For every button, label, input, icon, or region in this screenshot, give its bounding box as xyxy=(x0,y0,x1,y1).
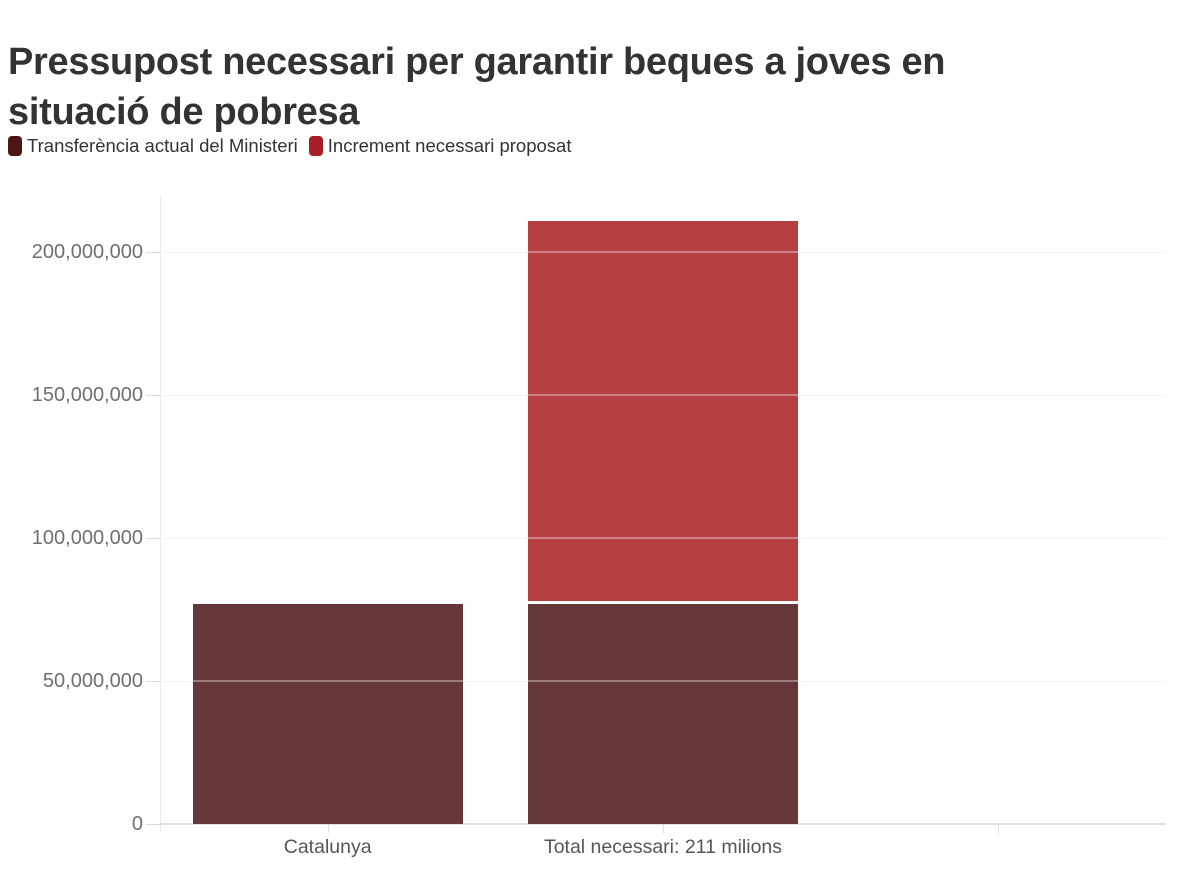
y-axis-tick xyxy=(146,538,160,539)
y-axis-label: 100,000,000 xyxy=(31,527,143,549)
y-axis-line xyxy=(160,195,161,833)
bar-segment-catalunya-series-0[interactable] xyxy=(192,603,463,824)
gridline-overlay xyxy=(160,537,1166,539)
x-axis-tick xyxy=(327,824,329,833)
legend-item-label: Transferència actual del Ministeri xyxy=(27,135,298,156)
chart-title-line-2: situació de pobresa xyxy=(8,91,360,134)
gridline-overlay xyxy=(160,680,1166,682)
legend-swatch-icon xyxy=(8,136,22,156)
y-axis-tick xyxy=(146,681,160,682)
chart-title: Pressupost necessari per garantir beques… xyxy=(8,37,946,137)
x-axis-label-catalunya: Catalunya xyxy=(283,836,372,858)
y-axis-tick xyxy=(146,824,160,825)
x-axis-tick xyxy=(998,824,1000,833)
legend: Transferència actual del Ministeri Increm… xyxy=(8,135,571,157)
legend-swatch-icon xyxy=(308,136,323,156)
legend-item-1: Increment necessari proposat xyxy=(308,135,572,157)
x-axis-label-total: Total necessari: 211 milions xyxy=(543,836,783,858)
x-axis-tick xyxy=(663,824,664,833)
bar-segment-total-series-1[interactable] xyxy=(528,220,798,604)
chart-title-line-1: Pressupost necessari per garantir beques… xyxy=(8,41,946,84)
gridline-overlay xyxy=(160,251,1166,253)
y-axis-label: 150,000,000 xyxy=(31,384,143,406)
bar-segment-total-series-0[interactable] xyxy=(528,603,798,824)
y-axis-label: 50,000,000 xyxy=(42,670,143,692)
legend-item-label: Increment necessari proposat xyxy=(327,135,572,156)
y-axis-tick xyxy=(146,395,160,396)
y-axis-label: 200,000,000 xyxy=(31,241,143,263)
legend-item-0: Transferència actual del Ministeri xyxy=(8,135,298,157)
y-axis-label: 0 xyxy=(131,813,143,835)
y-axis-tick xyxy=(146,252,160,253)
gridline-overlay xyxy=(160,394,1166,396)
